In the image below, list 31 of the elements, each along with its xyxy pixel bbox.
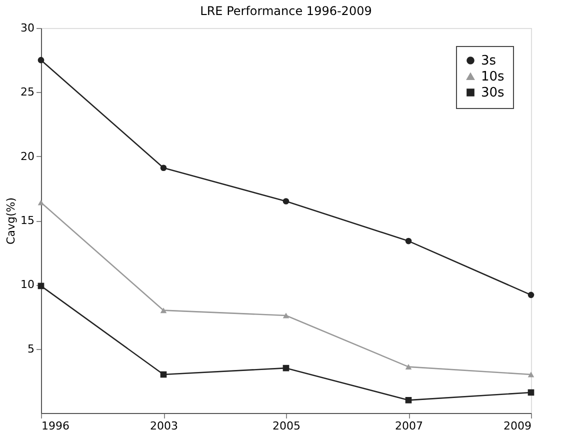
y-tick-label: 10	[20, 278, 34, 292]
point	[160, 371, 167, 378]
y-axis-title: Cavg(%)	[4, 198, 18, 244]
y-tick-label: 15	[20, 214, 34, 227]
y-tick-label: 25	[20, 86, 34, 99]
legend-label: 30s	[481, 86, 505, 100]
point	[405, 364, 412, 370]
x-tick-label: 2009	[504, 420, 532, 432]
point	[160, 308, 167, 314]
point	[528, 372, 534, 378]
point	[282, 198, 290, 204]
chart-title: LRE Performance 1996-2009	[200, 4, 372, 18]
x-tick-label: 1996	[42, 420, 70, 432]
x-tick-label: 2003	[150, 420, 178, 432]
point	[528, 389, 534, 396]
x-tick-label: 2005	[272, 420, 300, 432]
point	[38, 282, 44, 290]
point	[528, 292, 534, 298]
legend-label: 10s	[481, 70, 505, 84]
point	[282, 312, 290, 318]
x-tick-label: 2007	[395, 420, 423, 432]
point	[38, 200, 44, 206]
y-tick-label: 30	[20, 22, 34, 34]
point	[282, 364, 290, 372]
point	[405, 397, 412, 404]
y-tick-label: 20	[20, 150, 34, 163]
legend-label: 3s	[481, 54, 496, 68]
point	[160, 164, 167, 172]
y-tick-label: 5	[28, 342, 34, 356]
point	[38, 56, 44, 64]
point	[405, 238, 412, 244]
